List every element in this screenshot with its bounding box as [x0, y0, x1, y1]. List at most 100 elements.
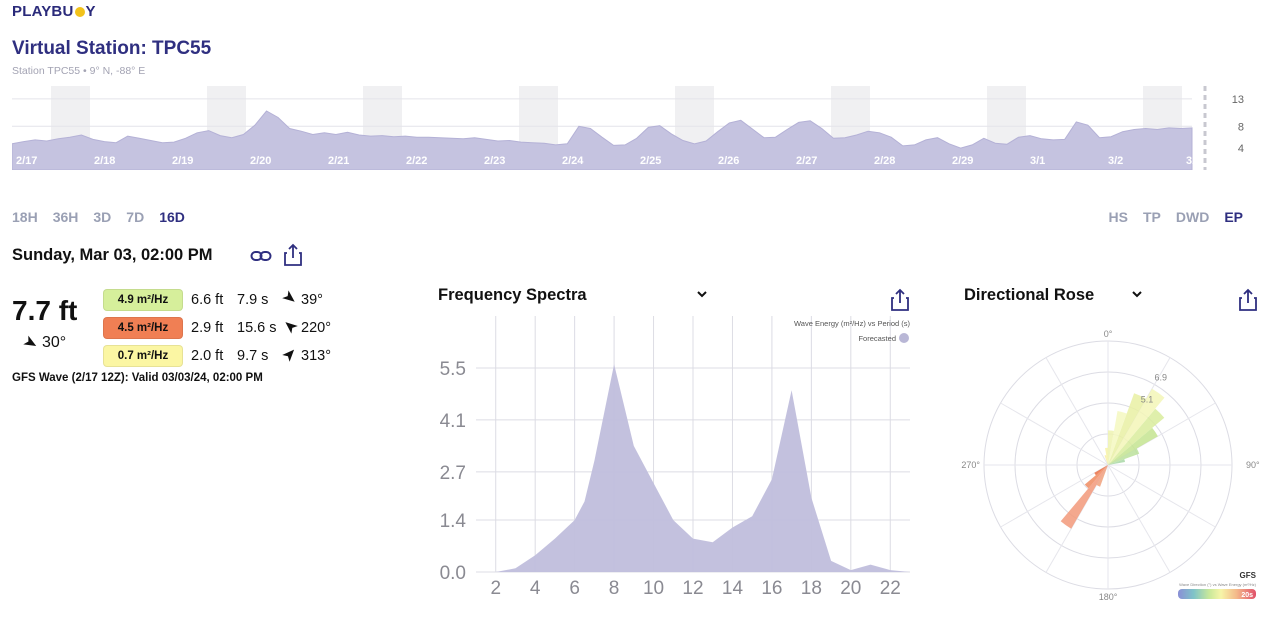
rose-petal[interactable] [1108, 427, 1158, 465]
spectra-svg[interactable]: 2 4 6 8 10 12 14 16 18 20 22 0.0 1.4 2.7 4.1 5.5 Wave En… [430, 312, 920, 619]
page-title: Virtual Station: TPC55 [12, 38, 212, 59]
rose-direction-label: 90° [1246, 460, 1260, 470]
swell-height: 2.9 ft [191, 320, 224, 336]
rose-spoke [1107, 357, 1171, 466]
spectra-y-tick: 5.5 [440, 359, 466, 380]
playbuoy-logo[interactable]: PLAYBU Y [12, 3, 96, 20]
timeline-date-label: 2/25 [640, 155, 661, 167]
spectra-y-tick: 0.0 [440, 563, 466, 584]
rose-spoke [1045, 464, 1109, 573]
spectra-x-tick: 6 [569, 578, 580, 599]
share-icon[interactable] [1238, 288, 1258, 312]
timeline-wave-area [12, 110, 1193, 170]
link-icon[interactable] [250, 246, 272, 266]
timeline-date-label: 2/26 [718, 155, 739, 167]
rose-petal[interactable] [1105, 447, 1108, 465]
spectra-x-tick: 22 [880, 578, 901, 599]
range-tab-18h[interactable]: 18H [12, 209, 38, 225]
logo-text: PLAYBU [12, 3, 74, 20]
swell-row: 4.5 m²/Hz 2.9 ft 15.6 s 220° [103, 314, 331, 342]
rose-petal[interactable] [1108, 448, 1140, 465]
timeline-date-label: 2/19 [172, 155, 193, 167]
spectra-series-area[interactable] [476, 364, 910, 572]
swell-direction: 220° [283, 319, 331, 337]
rose-source-label: GFS [1240, 571, 1257, 580]
metric-tabs: HS TP DWD EP [1109, 209, 1243, 225]
rose-petal[interactable] [1108, 408, 1165, 465]
direction-arrow-icon [282, 347, 297, 365]
rose-petal[interactable] [1096, 465, 1109, 487]
spectra-y-tick: 4.1 [440, 411, 466, 432]
rose-petal[interactable] [1104, 455, 1109, 465]
rose-petal[interactable] [1060, 465, 1108, 529]
spectra-legend-swatch [899, 333, 909, 343]
spectra-title[interactable]: Frequency Spectra [438, 286, 587, 304]
rose-petal[interactable] [1108, 430, 1114, 465]
timeline-date-label: 2/18 [94, 155, 115, 167]
timeline-date-label: 2/20 [250, 155, 271, 167]
rose-petal[interactable] [1108, 411, 1127, 465]
range-tab-16d[interactable]: 16D [159, 209, 185, 225]
timeline-date-label: 2/28 [874, 155, 895, 167]
timeline-date-label: 3/1 [1030, 155, 1045, 167]
timeline-y-tick: 13 [1232, 94, 1244, 106]
range-tab-7d[interactable]: 7D [126, 209, 145, 225]
rose-petal[interactable] [1084, 465, 1108, 489]
rose-direction-label: 0° [1104, 329, 1113, 339]
energy-badge: 4.5 m²/Hz [103, 317, 183, 339]
spectra-x-tick: 16 [761, 578, 782, 599]
swell-list: 4.9 m²/Hz 6.6 ft 7.9 s 39° 4.5 m²/Hz 2.9 ft 15… [103, 286, 331, 370]
share-icon[interactable] [890, 288, 910, 312]
direction-arrow-icon [283, 319, 298, 337]
timeline-date-label: 3/2 [1108, 155, 1123, 167]
model-run-info: GFS Wave (2/17 12Z): Valid 03/03/24, 02:… [12, 372, 263, 384]
spectra-x-tick: 18 [801, 578, 822, 599]
rose-direction-label: 270° [961, 460, 980, 470]
direction-arrow-icon [23, 335, 37, 346]
directional-rose-chart[interactable]: 0° 90° 180° 270° 5.1 6.9 GFS Wave Direction (°)… [960, 316, 1272, 619]
timeline-date-label: 2/23 [484, 155, 505, 167]
rose-petal[interactable] [1108, 393, 1147, 465]
metric-tab-ep[interactable]: EP [1224, 209, 1243, 225]
swell-height: 6.6 ft [191, 292, 224, 308]
spectra-x-tick: 20 [840, 578, 861, 599]
spectra-legend-title: Wave Energy (m²/Hz) vs Period (s) [794, 319, 910, 328]
rose-radial-label: 6.9 [1154, 373, 1167, 383]
metric-tab-hs[interactable]: HS [1108, 209, 1128, 225]
wave-direction: 30° [23, 334, 66, 352]
rose-petal[interactable] [1108, 459, 1125, 465]
frequency-spectra-chart[interactable]: 2 4 6 8 10 12 14 16 18 20 22 0.0 1.4 2.7 4.1 5.5 Wave En… [430, 312, 920, 619]
spectra-legend-label: Forecasted [858, 334, 896, 343]
sun-icon [74, 7, 85, 17]
spectra-x-tick: 12 [682, 578, 703, 599]
swell-row: 0.7 m²/Hz 2.0 ft 9.7 s 313° [103, 342, 331, 370]
colorbar-caption: Wave Direction (°) vs Wave Energy (m²/Hz… [1179, 582, 1257, 587]
share-icon[interactable] [283, 243, 303, 267]
wave-height-timeline[interactable]: 2/17 2/18 2/19 2/20 2/21 2/22 2/23 2/24 2/25 2/26… [12, 86, 1260, 170]
rose-spoke [1045, 357, 1109, 466]
chevron-down-icon[interactable] [1131, 289, 1143, 299]
chevron-down-icon[interactable] [696, 289, 708, 299]
rose-svg[interactable]: 0° 90° 180° 270° 5.1 6.9 GFS Wave Direction (°)… [960, 316, 1272, 619]
rose-petal[interactable] [1108, 388, 1165, 465]
rose-title[interactable]: Directional Rose [964, 286, 1095, 304]
station-subtitle: Station TPC55 • 9° N, -88° E [12, 65, 146, 77]
timeline-date-label: 2/17 [16, 155, 37, 167]
swell-height: 2.0 ft [191, 348, 224, 364]
metric-tab-tp[interactable]: TP [1142, 209, 1161, 225]
timeline-y-tick: 8 [1238, 121, 1244, 133]
spectra-x-tick: 10 [643, 578, 664, 599]
energy-badge: 4.9 m²/Hz [103, 289, 183, 311]
timeline-date-label: 2/21 [328, 155, 349, 167]
wave-height-value: 7.7 ft [12, 295, 78, 326]
rose-petal[interactable] [1094, 465, 1108, 476]
swell-direction-label: 39° [301, 292, 323, 308]
metric-tab-dwd[interactable]: DWD [1175, 209, 1210, 225]
range-tab-3d[interactable]: 3D [93, 209, 112, 225]
range-tab-36h[interactable]: 36H [52, 209, 79, 225]
timeline-date-label: 2/24 [562, 155, 584, 167]
swell-period: 9.7 s [237, 348, 269, 364]
timeline-date-label: 2/29 [952, 155, 973, 167]
timeline-chart[interactable]: 2/17 2/18 2/19 2/20 2/21 2/22 2/23 2/24 2/25 2/26… [12, 86, 1260, 170]
swell-direction-label: 220° [301, 320, 331, 336]
